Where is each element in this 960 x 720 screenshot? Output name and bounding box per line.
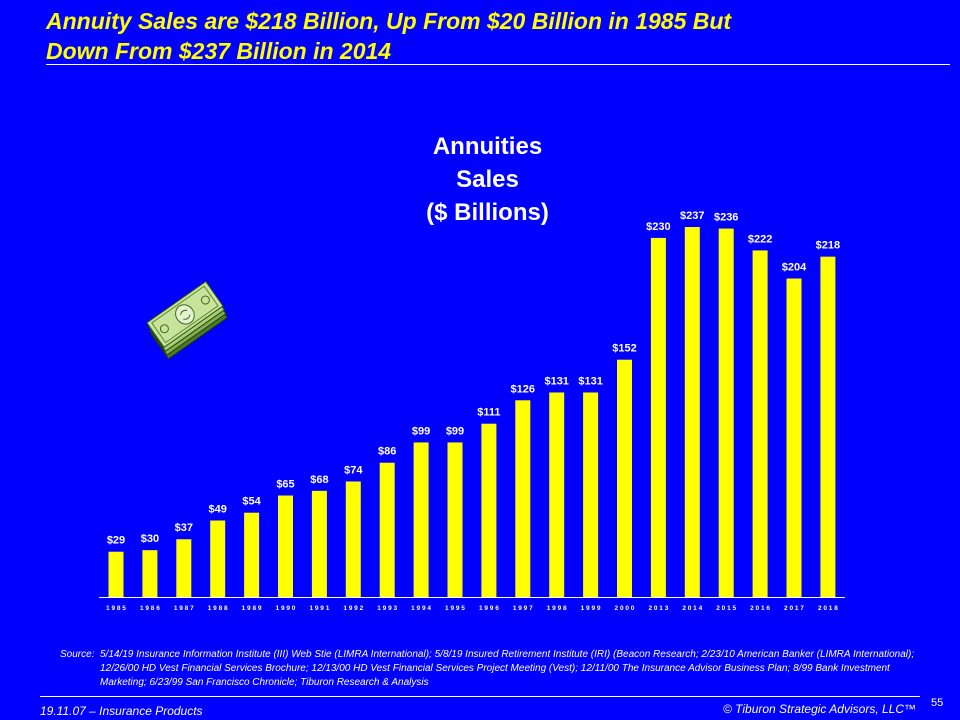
x-tick-label-1998: 1 9 9 8 bbox=[547, 605, 567, 612]
bar-1993 bbox=[379, 462, 395, 597]
data-label-2014: $237 bbox=[680, 210, 704, 222]
bar-1994 bbox=[413, 442, 429, 597]
bar-2018 bbox=[820, 256, 836, 597]
slide-title-line-1: Annuity Sales are $218 Billion, Up From … bbox=[46, 8, 732, 34]
data-label-2018: $218 bbox=[816, 240, 840, 252]
x-tick-label-1990: 1 9 9 0 bbox=[276, 605, 296, 612]
source-label: Source: bbox=[60, 649, 95, 660]
data-label-1992: $74 bbox=[344, 464, 363, 476]
data-label-1997: $126 bbox=[511, 383, 535, 395]
bar-2017 bbox=[786, 278, 802, 597]
chart-title-line-3: ($ Billions) bbox=[426, 199, 549, 226]
data-label-1996: $111 bbox=[477, 407, 500, 419]
data-label-1999: $131 bbox=[578, 375, 602, 387]
data-label-2015: $236 bbox=[714, 212, 738, 224]
page-number: 55 bbox=[931, 697, 944, 709]
chart-title-line-1: Annuities bbox=[432, 133, 543, 160]
data-label-1998: $131 bbox=[544, 375, 568, 387]
x-tick-label-1992: 1 9 9 2 bbox=[343, 605, 363, 612]
data-label-1988: $49 bbox=[209, 504, 227, 516]
data-label-2013: $230 bbox=[646, 221, 670, 233]
cash-stack-icon bbox=[146, 280, 229, 360]
bar-1999 bbox=[583, 392, 599, 597]
slide-title: Annuity Sales are $218 Billion, Up From … bbox=[46, 6, 946, 66]
bar-1989 bbox=[244, 512, 260, 597]
x-tick-label-2016: 2 0 1 6 bbox=[750, 605, 770, 612]
bar-2015 bbox=[718, 228, 734, 597]
x-tick-label-2017: 2 0 1 7 bbox=[784, 605, 804, 612]
data-label-1994: $99 bbox=[412, 425, 430, 437]
data-label-1995: $99 bbox=[446, 425, 464, 437]
x-tick-label-1989: 1 9 8 9 bbox=[242, 605, 262, 612]
bar-1992 bbox=[345, 481, 361, 597]
x-tick-label-1999: 1 9 9 9 bbox=[581, 605, 601, 612]
data-label-1991: $68 bbox=[310, 474, 328, 486]
data-label-1986: $30 bbox=[141, 533, 159, 545]
bar-1996 bbox=[481, 423, 497, 597]
bar-2016 bbox=[752, 250, 768, 597]
bar-1985 bbox=[108, 551, 124, 597]
x-tick-label-2015: 2 0 1 5 bbox=[716, 605, 736, 612]
x-tick-label-1996: 1 9 9 6 bbox=[479, 605, 499, 612]
x-tick-label-1995: 1 9 9 5 bbox=[445, 605, 465, 612]
data-label-2016: $222 bbox=[748, 233, 772, 245]
bar-1995 bbox=[447, 442, 463, 597]
footer-date-section: 19.11.07 – Insurance Products bbox=[40, 704, 203, 718]
bar-2000 bbox=[617, 359, 632, 597]
bar-2014 bbox=[684, 227, 700, 597]
x-tick-label-1988: 1 9 8 8 bbox=[208, 605, 228, 612]
bar-1998 bbox=[549, 392, 565, 597]
x-tick-label-1991: 1 9 9 1 bbox=[309, 605, 329, 612]
footer-divider bbox=[40, 696, 920, 697]
x-tick-label-1986: 1 9 8 6 bbox=[140, 605, 160, 612]
x-tick-label-1994: 1 9 9 4 bbox=[411, 605, 431, 612]
slide-title-line-2: Down From $237 Billion in 2014 bbox=[46, 38, 392, 64]
x-tick-label-1987: 1 9 8 7 bbox=[174, 605, 194, 612]
bar-1986 bbox=[142, 550, 158, 597]
source-text: 5/14/19 Insurance Information Institute … bbox=[100, 649, 915, 688]
chart-title-line-2: Sales bbox=[456, 166, 519, 193]
data-label-1993: $86 bbox=[378, 446, 396, 458]
bar-1997 bbox=[515, 400, 531, 597]
bar-2013 bbox=[650, 237, 666, 597]
x-tick-label-2018: 2 0 1 8 bbox=[818, 605, 838, 612]
data-label-1989: $54 bbox=[242, 496, 261, 508]
bar-1991 bbox=[311, 490, 327, 597]
x-tick-label-2000: 2 0 0 0 bbox=[615, 605, 635, 612]
x-tick-label-1985: 1 9 8 5 bbox=[106, 605, 126, 612]
data-label-1990: $65 bbox=[276, 479, 294, 491]
title-divider bbox=[46, 64, 950, 65]
x-tick-label-2014: 2 0 1 4 bbox=[682, 605, 702, 612]
chart-title: Annuities Sales ($ Billions) bbox=[390, 130, 585, 229]
data-label-2017: $204 bbox=[782, 262, 807, 274]
data-label-1987: $37 bbox=[175, 522, 193, 534]
bar-1990 bbox=[278, 495, 293, 597]
x-tick-label-2013: 2 0 1 3 bbox=[648, 605, 668, 612]
bar-1987 bbox=[176, 539, 192, 597]
x-tick-label-1997: 1 9 9 7 bbox=[513, 605, 533, 612]
x-tick-label-1993: 1 9 9 3 bbox=[377, 605, 397, 612]
bar-1988 bbox=[210, 520, 226, 597]
data-label-2000: $152 bbox=[612, 343, 636, 355]
data-label-1985: $29 bbox=[107, 535, 125, 547]
footer-copyright: © Tiburon Strategic Advisors, LLC™ bbox=[722, 702, 916, 716]
